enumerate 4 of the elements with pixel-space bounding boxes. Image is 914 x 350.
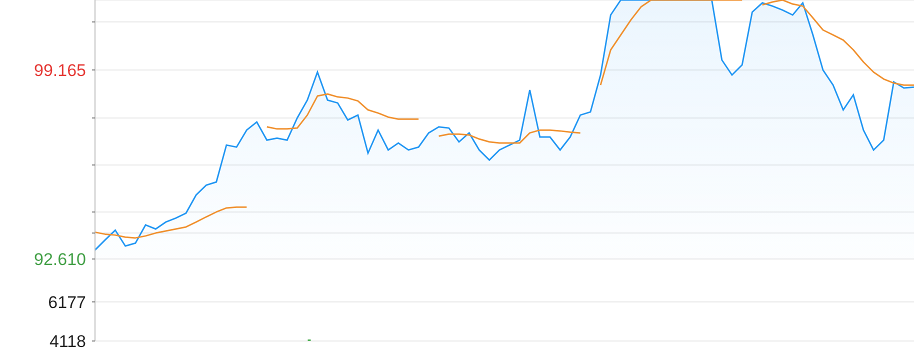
y-tick-label: 99.165 bbox=[34, 60, 86, 80]
y-tick-label: 6177 bbox=[48, 292, 86, 312]
y-tick-label: 4118 bbox=[49, 332, 86, 350]
y-tick-label: 92.610 bbox=[34, 250, 86, 269]
